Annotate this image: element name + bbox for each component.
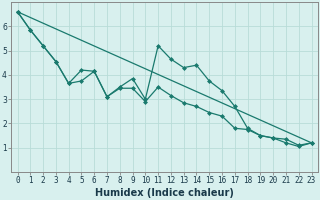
X-axis label: Humidex (Indice chaleur): Humidex (Indice chaleur) xyxy=(95,188,234,198)
